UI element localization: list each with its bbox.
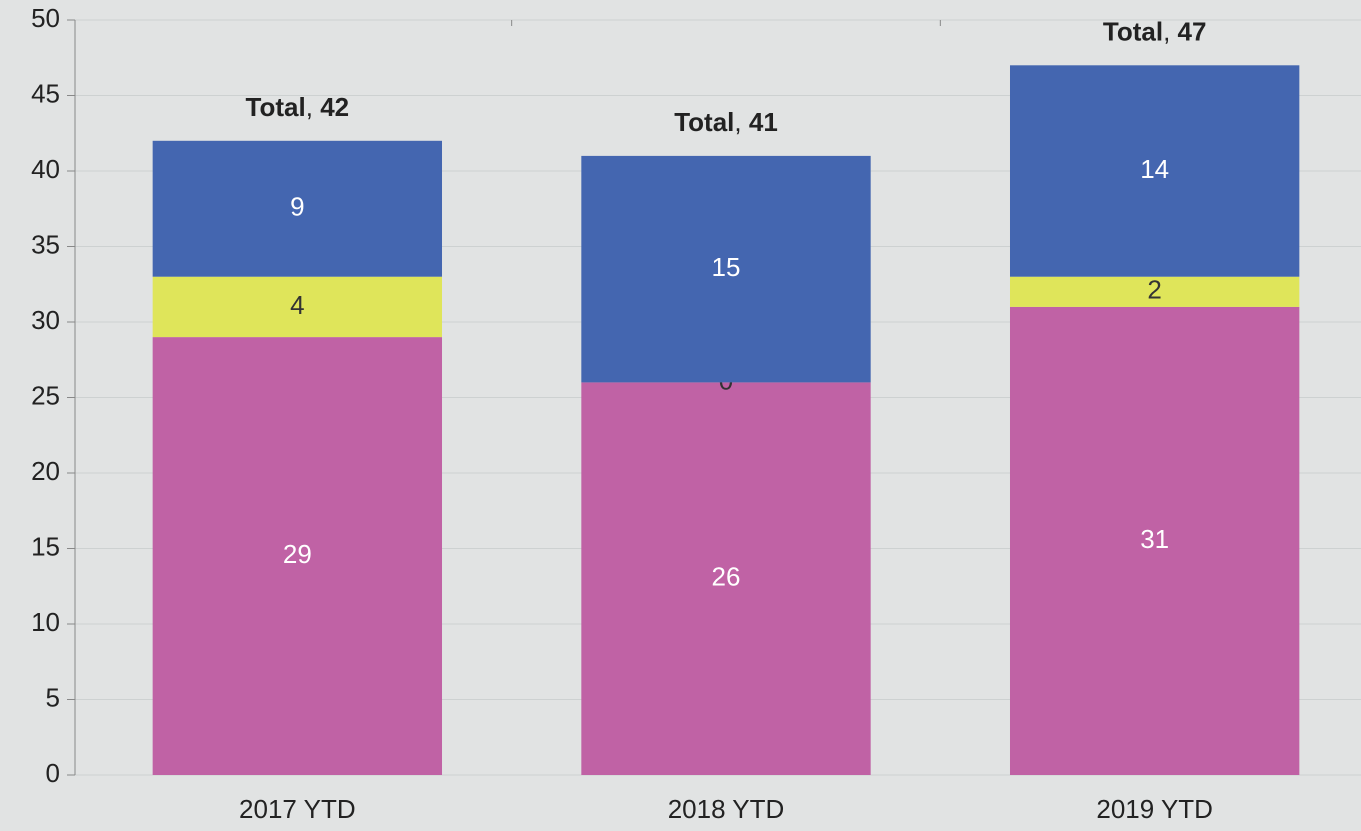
x-tick-label: 2019 YTD	[1096, 794, 1213, 824]
y-tick-label: 45	[31, 78, 60, 108]
data-label: 15	[712, 252, 741, 282]
y-tick-label: 20	[31, 456, 60, 486]
bar-segment	[152, 276, 443, 338]
y-tick-label: 5	[46, 682, 60, 712]
data-label: 2	[1147, 275, 1161, 305]
y-tick-label: 50	[31, 3, 60, 33]
y-tick-label: 40	[31, 154, 60, 184]
y-tick-label: 0	[46, 758, 60, 788]
bar-segment	[152, 337, 443, 775]
x-tick-label: 2017 YTD	[239, 794, 356, 824]
bar-segment	[1009, 65, 1300, 277]
total-label: Total, 42	[246, 92, 350, 122]
total-label: Total, 47	[1103, 16, 1207, 46]
y-tick-label: 25	[31, 380, 60, 410]
y-tick-label: 35	[31, 229, 60, 259]
data-label: 9	[290, 192, 304, 222]
bar-segment	[152, 140, 443, 277]
total-label: Total, 41	[674, 107, 778, 137]
data-label: 14	[1140, 154, 1169, 184]
y-tick-label: 30	[31, 305, 60, 335]
bar-segment	[581, 155, 871, 383]
y-tick-label: 15	[31, 531, 60, 561]
y-tick-label: 10	[31, 607, 60, 637]
x-tick-label: 2018 YTD	[668, 794, 785, 824]
data-label: 26	[712, 562, 741, 592]
data-label: 4	[290, 290, 304, 320]
data-label: 29	[283, 539, 312, 569]
bar-segment	[1009, 276, 1300, 307]
bar-segment	[1009, 306, 1300, 775]
bar-segment	[581, 382, 871, 775]
data-label: 31	[1140, 524, 1169, 554]
